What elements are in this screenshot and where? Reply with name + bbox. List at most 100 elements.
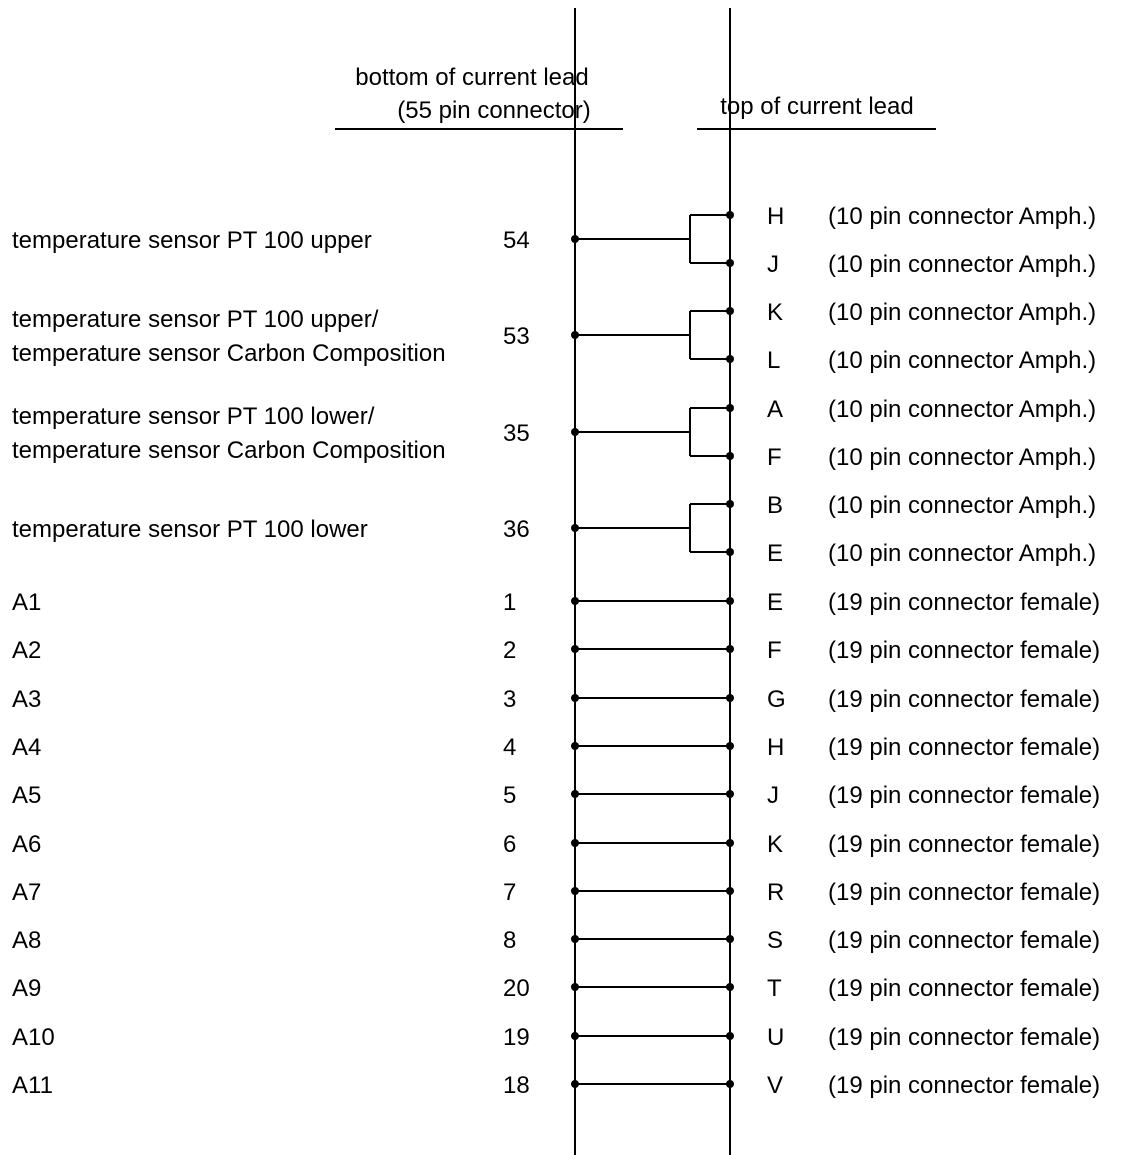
top-connector-desc: (10 pin connector Amph.) (828, 396, 1096, 423)
junction-dot (726, 548, 734, 556)
junction-dot (571, 428, 579, 436)
junction-dot (571, 331, 579, 339)
bottom-pin-number: 19 (503, 1024, 530, 1051)
wire-label: A5 (12, 782, 41, 809)
wire-row: A5 5 J (19 pin connector female) (12, 782, 1100, 809)
junction-dot (571, 524, 579, 532)
wire-label: A8 (12, 927, 41, 954)
direct-wires: A1 1 E (19 pin connector female)A2 2 F (19 pin… (12, 589, 1100, 1099)
wire-row: A4 4 H (19 pin connector female) (12, 734, 1100, 761)
junction-dot (571, 1032, 579, 1040)
top-pin-letter: L (767, 347, 780, 374)
junction-dot (726, 355, 734, 363)
top-pin-letter: G (767, 686, 786, 713)
wire-row: A7 7 R (19 pin connector female) (12, 879, 1100, 906)
top-connector-desc: (10 pin connector Amph.) (828, 203, 1096, 230)
top-pin-letter: K (767, 299, 783, 326)
bottom-lead-header-line1: bottom of current lead (355, 64, 588, 91)
sensor-group: temperature sensor PT 100 lower/temperat… (12, 396, 1096, 471)
junction-dot (571, 1080, 579, 1088)
top-pin-letter: K (767, 831, 783, 858)
top-pin-letter: E (767, 540, 783, 567)
top-connector-desc: (10 pin connector Amph.) (828, 540, 1096, 567)
junction-dot (726, 983, 734, 991)
sensor-groups: temperature sensor PT 100 upper 54 H (10 pi… (12, 203, 1096, 567)
junction-dot (726, 694, 734, 702)
wire-row: A1 1 E (19 pin connector female) (12, 589, 1100, 616)
junction-dot (726, 259, 734, 267)
top-connector-desc: (19 pin connector female) (828, 734, 1100, 761)
top-pin-letter: V (767, 1072, 783, 1099)
top-connector-desc: (19 pin connector female) (828, 589, 1100, 616)
junction-dot (571, 694, 579, 702)
junction-dot (726, 645, 734, 653)
junction-dot (571, 790, 579, 798)
wire-label: A11 (12, 1072, 53, 1099)
top-connector-desc: (19 pin connector female) (828, 831, 1100, 858)
bottom-pin-number: 54 (503, 227, 530, 254)
wire-row: A11 18 V (19 pin connector female) (12, 1072, 1100, 1099)
sensor-label: temperature sensor PT 100 lower (12, 516, 368, 543)
bottom-pin-number: 35 (503, 420, 530, 447)
junction-dot (726, 500, 734, 508)
bottom-pin-number: 36 (503, 516, 530, 543)
junction-dot (571, 983, 579, 991)
junction-dot (726, 452, 734, 460)
top-pin-letter: F (767, 444, 782, 471)
top-pin-letter: J (767, 251, 779, 278)
wire-row: A2 2 F (19 pin connector female) (12, 637, 1100, 664)
top-pin-letter: B (767, 492, 783, 519)
junction-dot (726, 211, 734, 219)
sensor-label-line: temperature sensor Carbon Composition (12, 340, 446, 367)
sensor-label-line: temperature sensor PT 100 upper/ (12, 306, 379, 333)
wire-label: A3 (12, 686, 41, 713)
sensor-group: temperature sensor PT 100 upper 54 H (10 pi… (12, 203, 1096, 278)
top-connector-desc: (19 pin connector female) (828, 1024, 1100, 1051)
junction-dot (571, 742, 579, 750)
top-connector-desc: (19 pin connector female) (828, 1072, 1100, 1099)
junction-dot (571, 839, 579, 847)
top-pin-letter: H (767, 734, 784, 761)
wire-label: A6 (12, 831, 41, 858)
top-connector-desc: (10 pin connector Amph.) (828, 299, 1096, 326)
junction-dot (726, 887, 734, 895)
top-connector-desc: (10 pin connector Amph.) (828, 251, 1096, 278)
sensor-label-line: temperature sensor PT 100 lower/ (12, 403, 375, 430)
top-pin-letter: R (767, 879, 784, 906)
wire-label: A1 (12, 589, 41, 616)
top-pin-letter: T (767, 975, 782, 1002)
wire-row: A9 20 T (19 pin connector female) (12, 975, 1100, 1002)
bottom-pin-number: 7 (503, 879, 516, 906)
top-pin-letter: A (767, 396, 783, 423)
top-pin-letter: F (767, 637, 782, 664)
top-connector-desc: (10 pin connector Amph.) (828, 444, 1096, 471)
wire-row: A8 8 S (19 pin connector female) (12, 927, 1100, 954)
top-connector-desc: (19 pin connector female) (828, 686, 1100, 713)
bottom-lead-header-line2: (55 pin connector) (397, 97, 590, 124)
bottom-pin-number: 4 (503, 734, 516, 761)
junction-dot (726, 742, 734, 750)
wire-label: A7 (12, 879, 41, 906)
sensor-group: temperature sensor PT 100 upper/temperat… (12, 299, 1096, 374)
bottom-pin-number: 5 (503, 782, 516, 809)
junction-dot (726, 935, 734, 943)
bottom-pin-number: 3 (503, 686, 516, 713)
wire-label: A9 (12, 975, 41, 1002)
top-pin-letter: J (767, 782, 779, 809)
bottom-pin-number: 8 (503, 927, 516, 954)
top-connector-desc: (19 pin connector female) (828, 637, 1100, 664)
bottom-pin-number: 18 (503, 1072, 530, 1099)
junction-dot (726, 1032, 734, 1040)
top-pin-letter: E (767, 589, 783, 616)
junction-dot (726, 597, 734, 605)
bottom-pin-number: 20 (503, 975, 530, 1002)
wire-label: A4 (12, 734, 41, 761)
sensor-label-line: temperature sensor Carbon Composition (12, 437, 446, 464)
wire-row: A6 6 K (19 pin connector female) (12, 831, 1100, 858)
top-lead-header: top of current lead (720, 93, 913, 120)
top-connector-desc: (19 pin connector female) (828, 879, 1100, 906)
top-connector-desc: (19 pin connector female) (828, 927, 1100, 954)
junction-dot (571, 887, 579, 895)
bottom-pin-number: 6 (503, 831, 516, 858)
